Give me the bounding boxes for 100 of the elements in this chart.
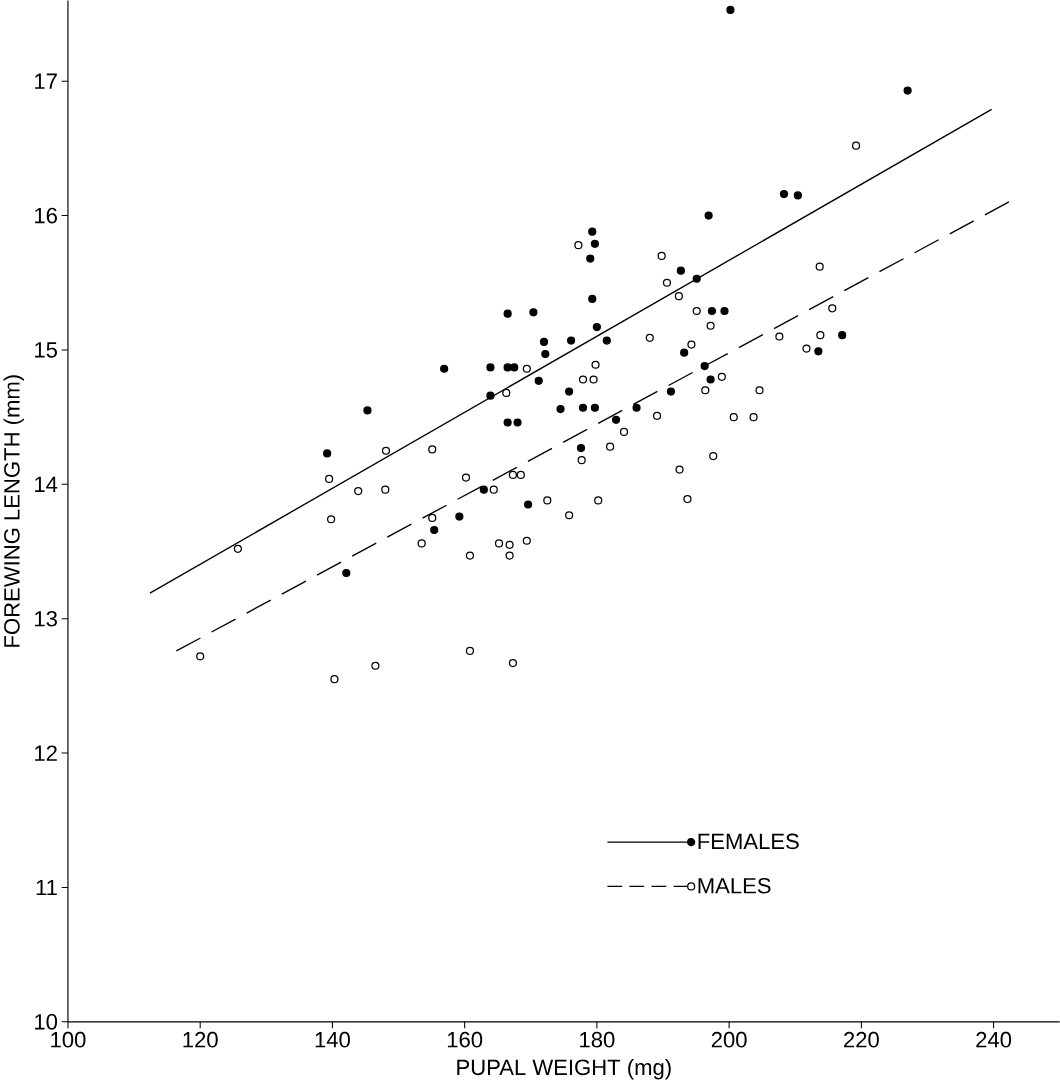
x-tick-label: 240 <box>976 1031 1011 1048</box>
x-tick-label: 200 <box>711 1031 747 1048</box>
point <box>828 304 837 313</box>
point <box>588 294 597 303</box>
point <box>455 512 464 521</box>
point <box>645 333 654 342</box>
point <box>775 332 784 341</box>
point <box>749 413 758 422</box>
point <box>505 540 514 549</box>
point <box>815 262 824 271</box>
point <box>324 474 334 484</box>
point <box>632 403 641 412</box>
point <box>566 336 576 345</box>
point <box>707 306 716 316</box>
point <box>755 386 764 395</box>
point <box>522 536 531 545</box>
point <box>577 456 586 465</box>
point <box>576 443 585 453</box>
point <box>605 442 615 451</box>
point <box>522 364 531 373</box>
point <box>779 189 788 199</box>
point <box>793 191 802 200</box>
point <box>326 515 336 524</box>
point <box>439 364 449 373</box>
legend-label: FEMALES <box>698 833 799 850</box>
y-tick-label: 11 <box>36 879 57 896</box>
point <box>591 360 600 369</box>
point <box>543 496 552 505</box>
x-tick-label: 140 <box>315 1031 350 1048</box>
point <box>586 254 595 263</box>
point <box>381 485 390 494</box>
point <box>692 274 701 283</box>
point <box>430 525 439 535</box>
point <box>574 241 583 250</box>
point <box>417 539 426 548</box>
point <box>687 340 696 349</box>
point <box>692 306 701 316</box>
point <box>657 251 666 260</box>
point <box>479 485 488 494</box>
point <box>814 347 823 356</box>
y-tick-label: 10 <box>34 1014 57 1030</box>
point <box>590 403 599 412</box>
point <box>564 387 574 396</box>
point <box>726 5 735 15</box>
point <box>494 539 504 548</box>
point <box>590 239 599 248</box>
point <box>717 372 726 381</box>
y-tick-label: 15 <box>34 342 57 358</box>
point <box>683 495 692 504</box>
point <box>666 387 675 396</box>
y-tick-label: 17 <box>34 73 57 89</box>
point <box>363 406 372 415</box>
y-tick-label: 14 <box>34 476 58 492</box>
point <box>322 449 332 458</box>
point <box>513 418 522 427</box>
point <box>674 292 683 301</box>
point <box>516 470 525 480</box>
point <box>709 452 718 461</box>
point <box>465 646 474 656</box>
legend-label: MALES <box>698 877 771 894</box>
point <box>233 544 242 553</box>
point <box>679 348 689 357</box>
point <box>704 211 713 220</box>
point <box>652 411 662 420</box>
point <box>503 418 512 427</box>
point <box>195 652 205 661</box>
point <box>508 470 517 480</box>
point <box>523 500 533 509</box>
point <box>428 445 437 454</box>
point <box>802 344 811 353</box>
point <box>529 308 538 317</box>
point <box>816 331 825 340</box>
x-axis-title: PUPAL WEIGHT (mg) <box>457 1058 671 1080</box>
y-tick-label: 16 <box>34 207 57 224</box>
x-tick-label: 100 <box>51 1031 86 1048</box>
point <box>503 309 512 318</box>
point <box>851 141 861 150</box>
point <box>539 337 548 346</box>
point <box>578 375 587 384</box>
point <box>486 391 495 400</box>
point <box>619 427 628 437</box>
point <box>486 363 495 372</box>
point <box>505 551 514 560</box>
x-tick-label: 160 <box>447 1031 483 1048</box>
point <box>534 376 543 385</box>
point <box>903 86 912 95</box>
point <box>720 306 729 316</box>
point <box>589 375 598 384</box>
point <box>676 266 685 275</box>
point <box>701 386 710 395</box>
y-tick-label: 13 <box>34 610 57 627</box>
point <box>592 323 601 332</box>
point <box>510 363 519 372</box>
point <box>353 486 363 496</box>
point <box>556 404 565 414</box>
point <box>700 361 709 371</box>
point <box>428 513 437 523</box>
x-tick-label: 180 <box>580 1031 615 1048</box>
x-tick-label: 220 <box>843 1031 879 1048</box>
x-tick-label: 120 <box>183 1031 218 1048</box>
